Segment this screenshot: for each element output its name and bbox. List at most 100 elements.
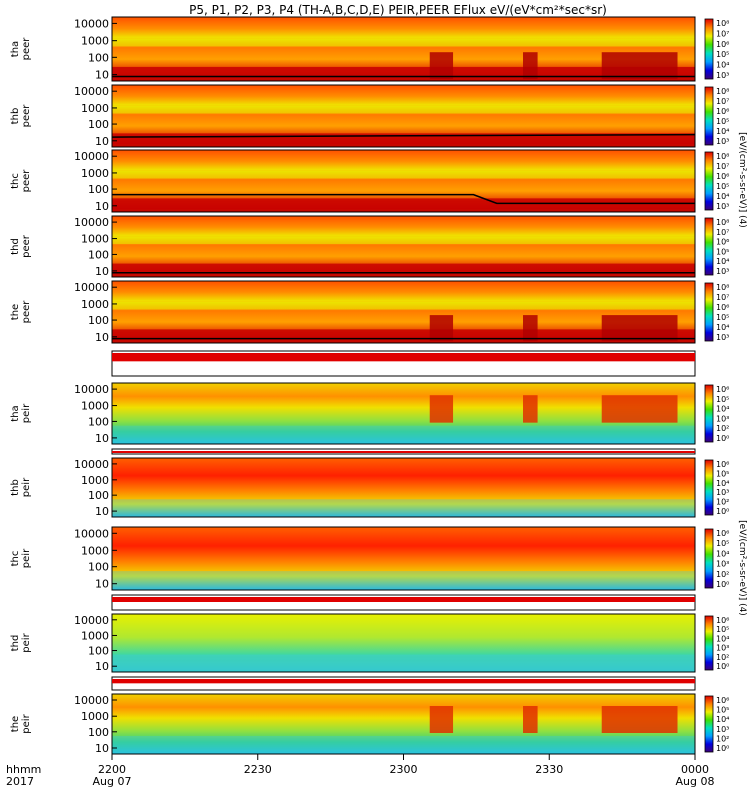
panel-separator-stripe [112,353,695,362]
event-feature [429,52,454,80]
colorbar-tick-label: 10² [716,424,729,433]
panel-probe-label: thd [10,238,21,255]
y-tick-label: 10000 [74,458,109,471]
mid-energy-band [112,171,695,179]
colorbar [704,282,714,342]
colorbar-tick-label: 10² [716,570,729,579]
colorbar-tick-label: 10³ [716,202,729,211]
x-tick-label: 2330 [535,763,563,776]
colorbar-tick-label: 10⁵ [716,706,729,715]
low-energy-band [112,499,695,517]
y-tick-label: 1000 [81,710,109,723]
panel-species-label: peir [21,632,32,652]
colorbar-tick-label: 10⁸ [716,87,729,96]
y-tick-label: 10000 [74,383,109,396]
y-tick-label: 100 [88,415,109,428]
y-tick-label: 100 [88,314,109,327]
colorbar-tick-label: 10⁵ [716,539,729,548]
y-tick-label: 1000 [81,298,109,311]
y-tick-label: 10 [95,135,109,148]
panel-species-label: peer [21,234,32,258]
panel-frame [111,84,696,148]
panel-frame [111,280,696,344]
colorbar-tick-label: 10⁶ [716,529,729,538]
panel-probe-label: the [10,716,21,732]
y-tick-label: 10 [95,660,109,673]
colorbar-tick-label: 10⁵ [716,469,729,478]
colorbar-tick-label: 10⁵ [716,313,729,322]
colorbar [704,86,714,146]
panel-probe-label: tha [10,405,21,421]
colorbar-tick-label: 10⁶ [716,616,729,625]
x-tick-date-label: Aug 07 [93,775,132,788]
event-feature [523,52,538,80]
colorbar [704,384,714,443]
colorbar-tick-label: 10⁷ [716,97,729,106]
panel-separator-stripe [112,597,695,602]
x-tick-label: 2230 [244,763,272,776]
low-energy-band [112,198,695,210]
low-energy-band [112,736,695,754]
colorbar-tick-label: 10⁵ [716,247,729,256]
event-feature [601,315,678,342]
time-axis-corner-label-hhmm: hhmm [6,763,41,776]
panel-probe-label: thb [10,479,21,496]
colorbar-tick-label: 10³ [716,333,729,342]
low-energy-band [112,654,695,672]
panel-species-label: peer [21,104,32,128]
low-energy-band [112,329,695,341]
low-energy-band [112,425,695,444]
panel-probe-label: thc [10,551,21,567]
y-tick-label: 10 [95,578,109,591]
mid-energy-band [112,38,695,47]
colorbar-tick-label: 10⁰ [716,580,729,589]
colorbar-tick-label: 10⁶ [716,238,729,247]
panel-frame [111,457,696,518]
panel-species-label: peer [21,300,32,324]
panel-species-label: peir [21,548,32,568]
panel-species-label: peir [21,403,32,423]
y-tick-label: 100 [88,118,109,131]
colorbar [704,695,714,753]
y-tick-label: 10000 [74,694,109,707]
y-tick-label: 1000 [81,233,109,246]
colorbar [704,528,714,589]
colorbar-tick-label: 10³ [716,644,729,653]
panel-species-label: peer [21,37,32,61]
panel-probe-label: tha [10,41,21,57]
y-tick-label: 1000 [81,474,109,487]
figure-title: P5, P1, P2, P3, P4 (TH-A,B,C,D,E) PEIR,P… [189,3,607,17]
event-feature [429,706,454,733]
colorbar-tick-label: 10⁴ [716,192,729,201]
colorbar-tick-label: 10³ [716,560,729,569]
colorbar [704,615,714,671]
colorbar-tick-label: 10³ [716,488,729,497]
colorbar-tick-label: 10⁰ [716,434,729,443]
y-tick-label: 10000 [74,85,109,98]
colorbar-title-peir: [eV/(cm²-s-sr-eV)] (4) [737,520,747,616]
colorbar-tick-label: 10³ [716,137,729,146]
panel-frame [111,149,696,213]
colorbar-tick-label: 10⁵ [716,117,729,126]
event-feature [601,706,678,733]
y-tick-label: 100 [88,489,109,502]
event-feature [601,395,678,423]
panel-probe-label: thd [10,635,21,652]
event-feature [601,52,678,80]
time-axis-corner-label-year: 2017 [6,775,34,788]
y-tick-label: 1000 [81,35,109,48]
y-tick-label: 10 [95,331,109,344]
y-tick-label: 10000 [74,216,109,229]
colorbar-tick-label: 10⁶ [716,460,729,469]
spectrogram-image [112,458,695,517]
y-tick-label: 1000 [81,400,109,413]
event-feature [523,315,538,342]
colorbar [704,459,714,516]
